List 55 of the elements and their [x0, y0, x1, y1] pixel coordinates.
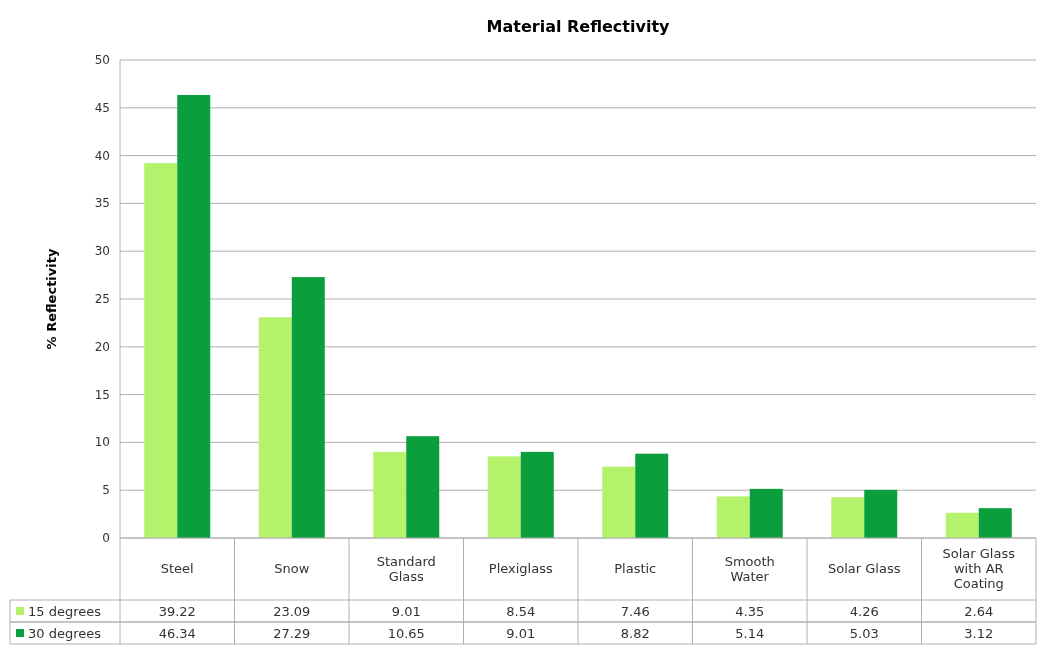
bar: [602, 466, 636, 538]
data-label: 9.01: [391, 604, 421, 619]
bar: [945, 512, 979, 538]
y-tick-label: 25: [94, 292, 110, 306]
bar: [520, 451, 554, 538]
x-tick-label: Solar Glass: [828, 561, 901, 576]
y-tick-label: 45: [94, 100, 110, 115]
x-tick-label: Plastic: [614, 561, 657, 576]
y-tick-label: 30: [94, 244, 110, 259]
bar: [831, 497, 865, 538]
bar: [406, 436, 440, 538]
y-tick-label: 50: [94, 53, 110, 67]
x-tick-label: Steel: [160, 561, 194, 576]
data-label: 8.54: [506, 604, 536, 619]
y-tick-label: 20: [94, 339, 110, 354]
data-label: 27.29: [273, 626, 311, 641]
x-tick-label: Standard Glass: [376, 553, 436, 584]
bar: [291, 277, 325, 538]
data-label: 3.12: [964, 626, 994, 641]
bar: [177, 94, 211, 538]
bar: [716, 496, 750, 538]
data-label: 8.82: [620, 626, 650, 641]
bar: [258, 317, 292, 538]
data-label: 5.03: [849, 626, 879, 641]
bar: [749, 488, 783, 538]
data-label: 5.14: [735, 626, 765, 641]
bar: [864, 489, 898, 538]
x-tick-label: Smooth Water: [724, 553, 775, 584]
legend-label: 30 degrees: [28, 626, 102, 641]
y-tick-label: 10: [94, 435, 110, 450]
x-tick-label: Solar Glass with AR Coating: [942, 546, 1016, 591]
bar: [635, 453, 669, 538]
y-tick-label: 40: [94, 148, 110, 163]
data-label: 2.64: [964, 604, 994, 619]
bar: [144, 163, 178, 538]
x-tick-label: Plexiglass: [488, 561, 553, 576]
bar: [373, 451, 407, 538]
data-label: 23.09: [273, 604, 311, 619]
data-label: 10.65: [387, 626, 425, 641]
y-tick-label: 5: [102, 483, 110, 498]
y-axis-title: % Reflectivity: [44, 248, 59, 350]
x-tick-label: Snow: [274, 561, 310, 576]
data-label: 7.46: [620, 604, 650, 619]
data-label: 46.34: [158, 626, 196, 641]
y-tick-label: 35: [94, 196, 110, 211]
chart-title: Material Reflectivity: [486, 17, 671, 36]
data-label: 4.26: [849, 604, 879, 619]
data-label: 9.01: [506, 626, 536, 641]
legend-label: 15 degrees: [28, 604, 102, 619]
data-label: 4.35: [735, 604, 765, 619]
y-tick-label: 0: [102, 531, 110, 545]
bar: [487, 456, 521, 538]
data-label: 39.22: [158, 604, 196, 619]
bar: [978, 508, 1012, 538]
y-tick-label: 15: [94, 387, 110, 402]
